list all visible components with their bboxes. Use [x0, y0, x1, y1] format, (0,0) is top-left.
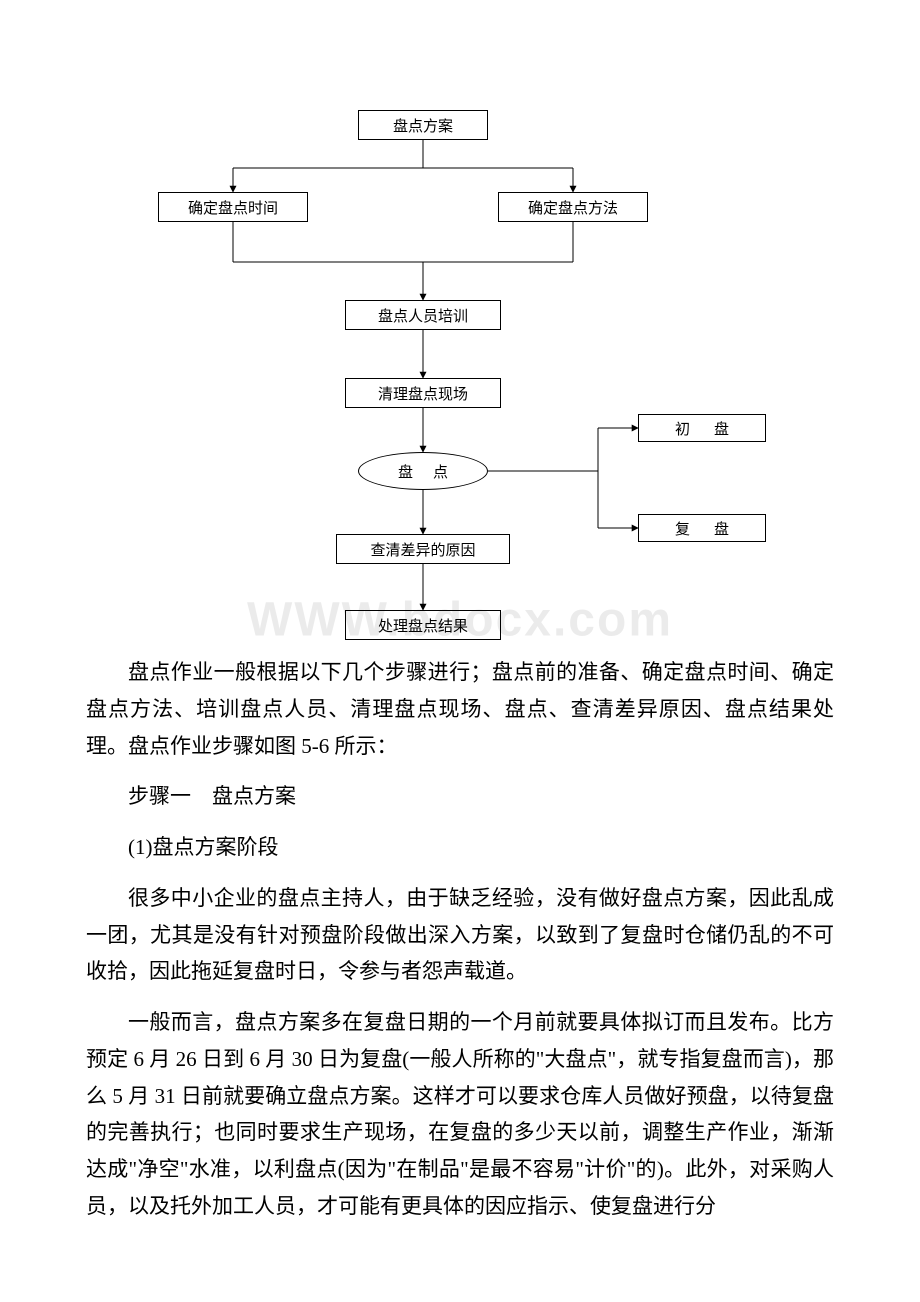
node-label: 盘点人员培训 [378, 305, 468, 326]
node-second: 复盘 [638, 514, 766, 542]
node-diff: 查清差异的原因 [336, 534, 510, 564]
node-label: 处理盘点结果 [378, 615, 468, 636]
node-label: 确定盘点方法 [528, 197, 618, 218]
node-time: 确定盘点时间 [158, 192, 308, 222]
node-clear: 清理盘点现场 [345, 378, 501, 408]
node-label: 盘点 [398, 461, 468, 482]
node-plan: 盘点方案 [358, 110, 488, 140]
node-train: 盘点人员培训 [345, 300, 501, 330]
node-label: 初盘 [675, 418, 753, 439]
node-label: 清理盘点现场 [378, 383, 468, 404]
node-label: 确定盘点时间 [188, 197, 278, 218]
node-label: 盘点方案 [393, 115, 453, 136]
paragraph-subhead: (1)盘点方案阶段 [86, 829, 834, 866]
node-result: 处理盘点结果 [345, 610, 501, 640]
body-text: 盘点作业一般根据以下几个步骤进行；盘点前的准备、确定盘点时间、确定盘点方法、培训… [0, 654, 920, 1225]
node-inventory: 盘点 [358, 452, 488, 490]
node-first: 初盘 [638, 414, 766, 442]
node-method: 确定盘点方法 [498, 192, 648, 222]
flowchart-container: 盘点方案 确定盘点时间 确定盘点方法 盘点人员培训 清理盘点现场 盘点 查清差异… [0, 0, 920, 640]
paragraph-step-title: 步骤一 盘点方案 [86, 778, 834, 815]
paragraph-intro: 盘点作业一般根据以下几个步骤进行；盘点前的准备、确定盘点时间、确定盘点方法、培训… [86, 654, 834, 764]
paragraph-body-1: 很多中小企业的盘点主持人，由于缺乏经验，没有做好盘点方案，因此乱成一团，尤其是没… [86, 880, 834, 990]
paragraph-body-2: 一般而言，盘点方案多在复盘日期的一个月前就要具体拟订而且发布。比方预定 6 月 … [86, 1004, 834, 1225]
node-label: 查清差异的原因 [370, 539, 475, 560]
node-label: 复盘 [675, 518, 753, 539]
